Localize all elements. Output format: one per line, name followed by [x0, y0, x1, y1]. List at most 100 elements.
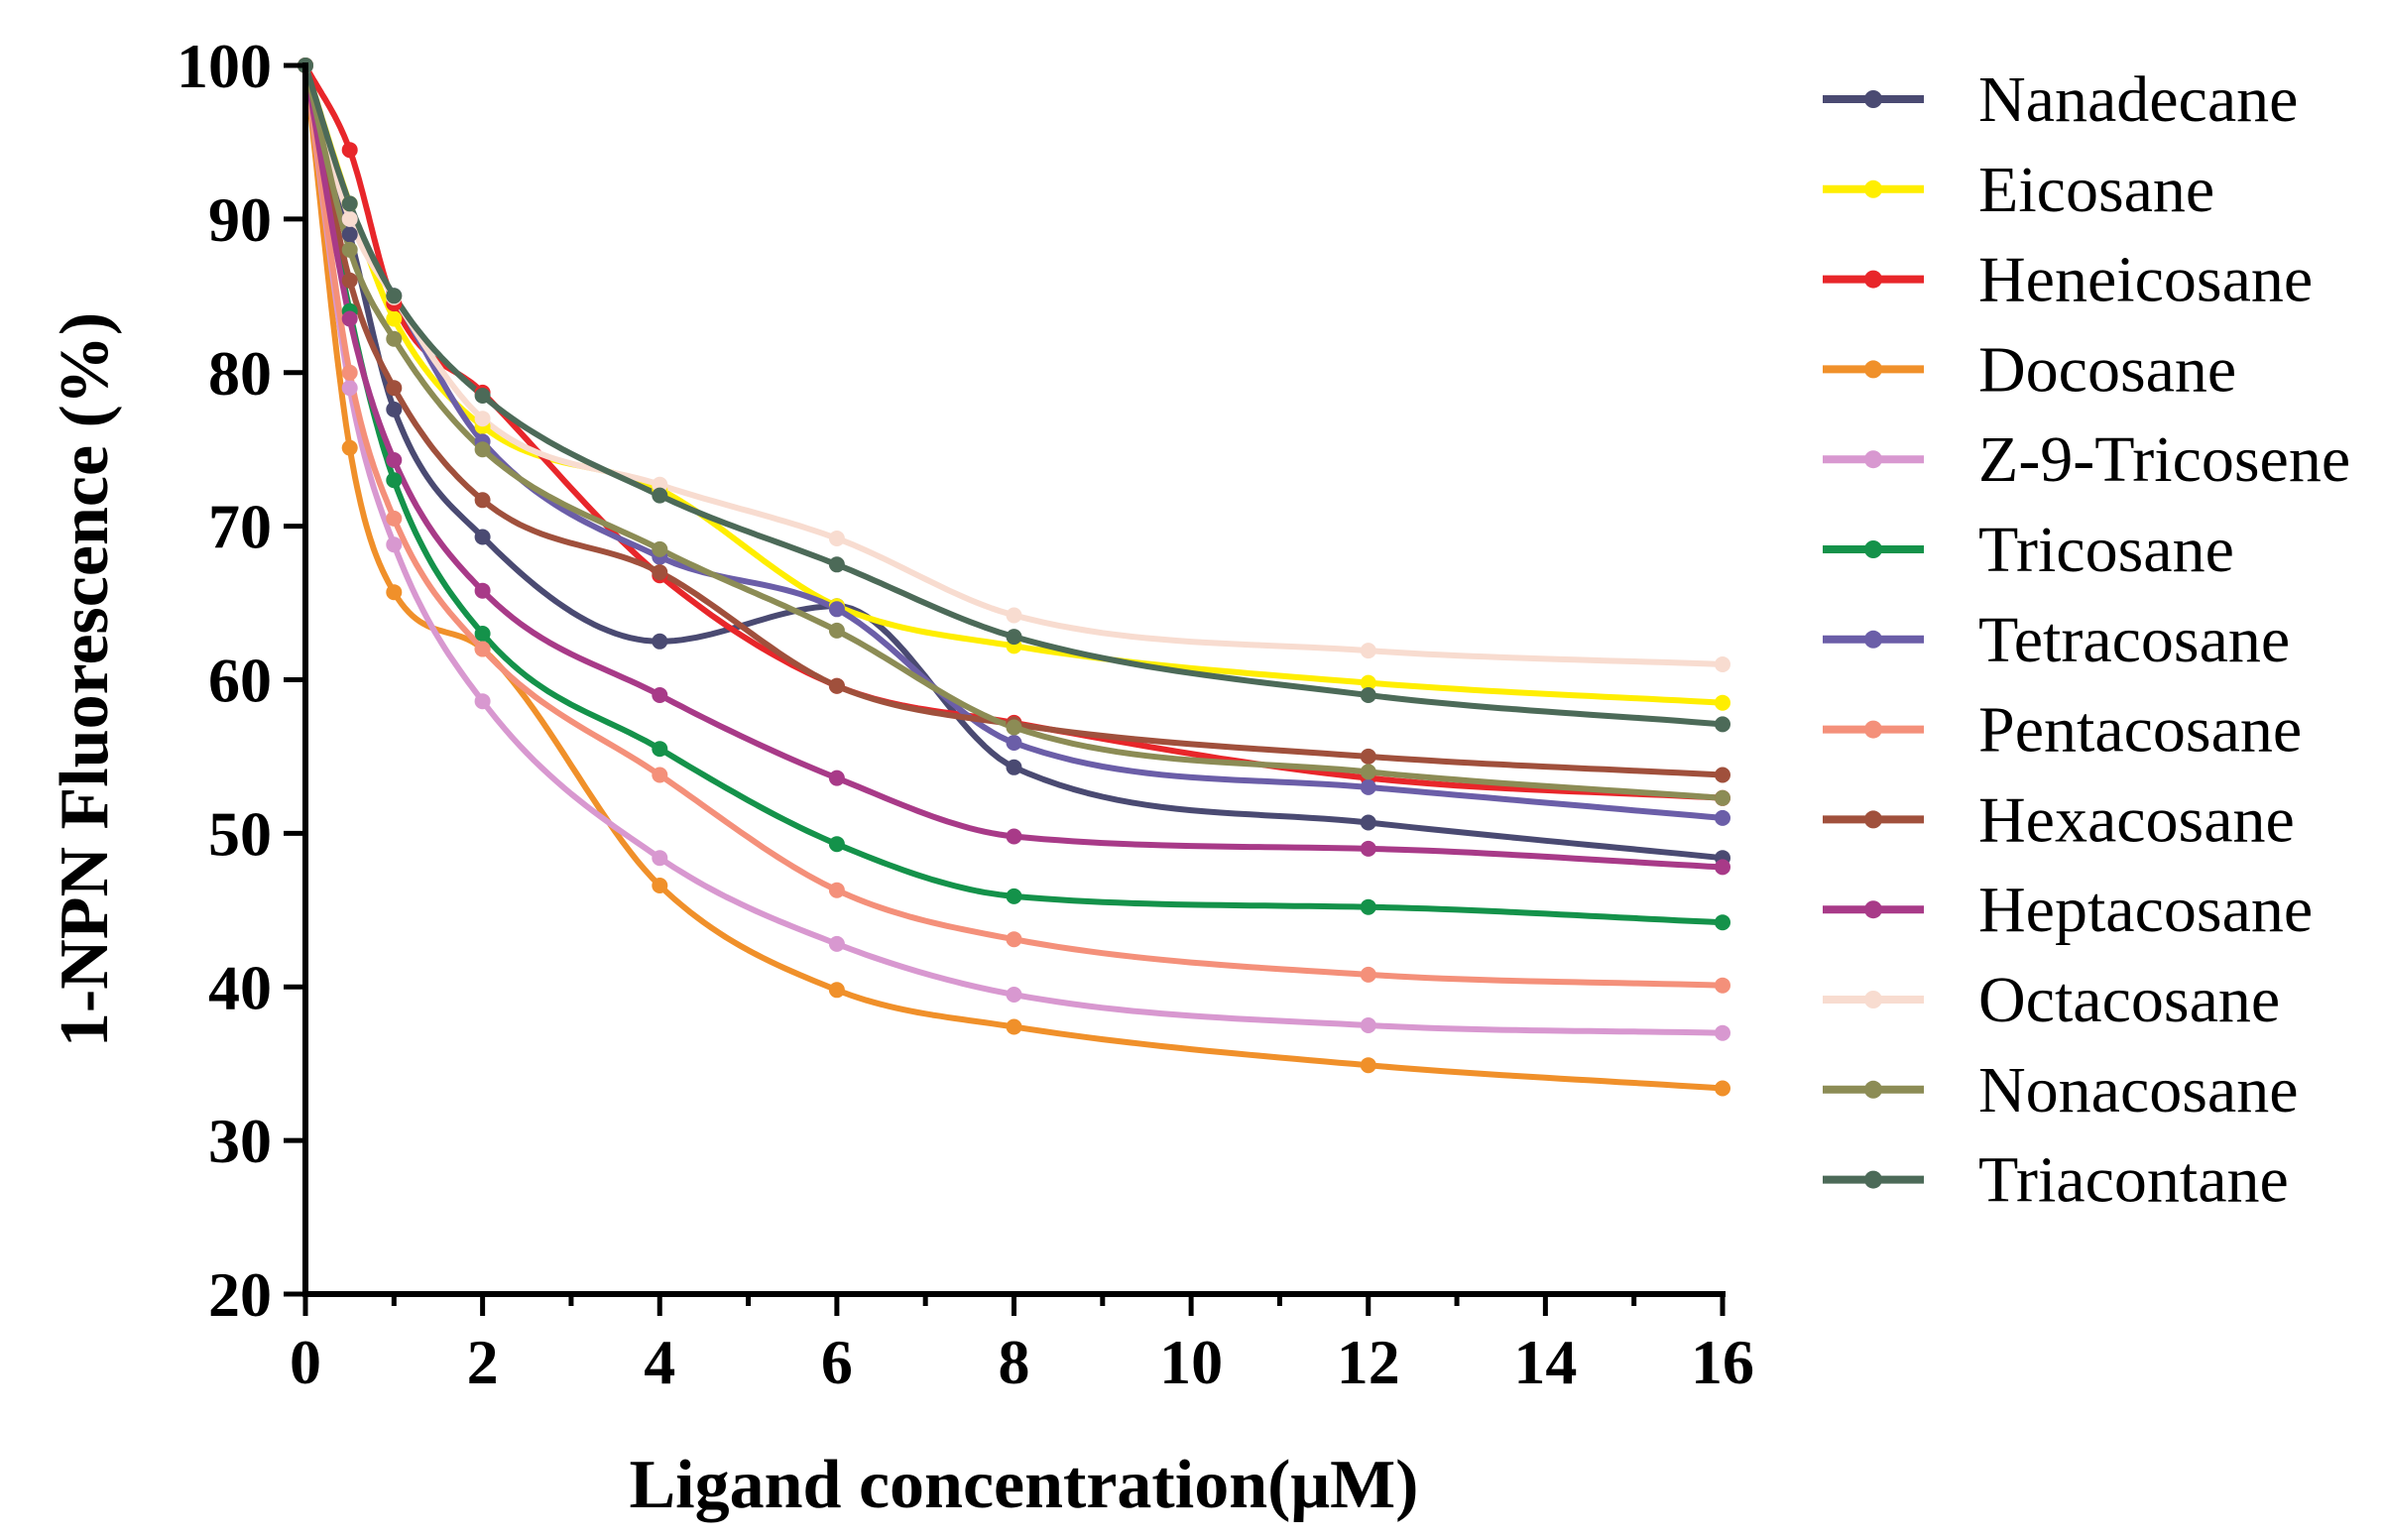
data-point-s5-3: [386, 536, 403, 553]
data-point-s9-6: [828, 677, 845, 694]
legend-label-3: Heneicosane: [1978, 244, 2313, 316]
data-point-s7-9: [1715, 809, 1730, 826]
data-point-s13-4: [474, 388, 491, 404]
x-tick-label-10: 10: [1159, 1327, 1223, 1397]
data-point-s11-8: [1360, 643, 1376, 659]
data-point-s5-7: [1006, 987, 1022, 1003]
y-tick-label-60: 60: [208, 646, 272, 716]
x-tick-label-12: 12: [1337, 1327, 1400, 1397]
data-point-s2-9: [1715, 694, 1730, 711]
data-point-s9-9: [1715, 767, 1730, 783]
data-point-s4-8: [1360, 1057, 1376, 1074]
data-point-s12-6: [828, 622, 845, 639]
legend-marker-1: [1864, 90, 1882, 108]
y-tick-label-50: 50: [208, 798, 272, 869]
y-axis-title: 1-NPN Fluorescence (%): [47, 312, 123, 1047]
legend-entry-11: Octacosane: [1823, 964, 2280, 1036]
data-point-s5-5: [652, 850, 668, 867]
data-point-s10-4: [474, 582, 491, 599]
legend-marker-5: [1864, 450, 1882, 469]
legend-entry-13: Triacontane: [1823, 1144, 2289, 1217]
x-tick-label-16: 16: [1691, 1327, 1754, 1397]
legend-label-6: Tricosane: [1978, 514, 2234, 586]
data-point-s13-8: [1360, 687, 1376, 703]
data-point-s8-2: [341, 364, 358, 381]
data-point-s6-5: [652, 741, 668, 758]
legend-entry-1: Nanadecane: [1823, 63, 2298, 136]
data-point-s8-4: [474, 641, 491, 657]
data-point-s6-9: [1715, 914, 1730, 931]
legend-entry-2: Eicosane: [1823, 154, 2214, 226]
data-point-s4-7: [1006, 1018, 1022, 1035]
y-tick-label-40: 40: [208, 952, 272, 1022]
data-point-s2-8: [1360, 674, 1376, 691]
legend-marker-10: [1864, 900, 1882, 919]
legend-label-11: Octacosane: [1978, 964, 2280, 1036]
data-point-s12-2: [341, 241, 358, 258]
series-line-2: [302, 62, 1726, 706]
data-point-s13-3: [386, 288, 403, 304]
data-point-s12-9: [1715, 789, 1730, 806]
data-points: [298, 58, 1730, 1097]
legend-marker-13: [1864, 1170, 1882, 1189]
data-point-s4-9: [1715, 1080, 1730, 1097]
data-point-s1-8: [1360, 814, 1376, 831]
data-point-s10-5: [652, 687, 668, 703]
data-point-s1-7: [1006, 759, 1022, 775]
data-point-s5-4: [474, 693, 491, 710]
data-point-s6-4: [474, 626, 491, 642]
data-point-s11-2: [341, 210, 358, 227]
data-point-s6-8: [1360, 898, 1376, 915]
legend: Nanadecane Eicosane Heneicosane Docosane Z-9…: [1823, 63, 2350, 1217]
data-point-s3-2: [341, 142, 358, 159]
legend-label-8: Pentacosane: [1978, 694, 2302, 767]
legend-marker-3: [1864, 270, 1882, 289]
legend-entry-7: Tetracosane: [1823, 604, 2290, 676]
legend-label-4: Docosane: [1978, 333, 2236, 406]
y-tick-label-100: 100: [177, 31, 272, 101]
data-point-s10-8: [1360, 840, 1376, 857]
data-point-s12-3: [386, 330, 403, 347]
data-point-s5-8: [1360, 1017, 1376, 1033]
data-point-s2-3: [386, 310, 403, 327]
data-point-s4-5: [652, 878, 668, 893]
data-point-s4-2: [341, 439, 358, 456]
x-tick-label-8: 8: [999, 1327, 1030, 1397]
data-point-s8-3: [386, 510, 403, 527]
data-point-s9-4: [474, 492, 491, 509]
data-point-s1-2: [341, 226, 358, 243]
y-tick-label-20: 20: [208, 1259, 272, 1330]
x-tick-label-6: 6: [821, 1327, 853, 1397]
legend-entry-8: Pentacosane: [1823, 694, 2302, 767]
data-point-s9-2: [341, 272, 358, 289]
legend-marker-4: [1864, 360, 1882, 379]
data-point-s12-7: [1006, 719, 1022, 736]
legend-label-5: Z-9-Tricosene: [1978, 423, 2350, 496]
legend-marker-8: [1864, 720, 1882, 739]
data-point-s10-3: [386, 452, 403, 468]
data-point-s13-6: [828, 556, 845, 573]
legend-marker-7: [1864, 630, 1882, 649]
legend-entry-9: Hexacosane: [1823, 783, 2295, 856]
data-point-s1-5: [652, 633, 668, 650]
data-point-s7-7: [1006, 735, 1022, 751]
data-point-s13-7: [1006, 629, 1022, 646]
data-point-s12-5: [652, 540, 668, 557]
data-point-s6-6: [828, 836, 845, 853]
data-point-s6-7: [1006, 888, 1022, 904]
legend-label-9: Hexacosane: [1978, 783, 2295, 856]
data-point-s10-7: [1006, 828, 1022, 845]
legend-entry-10: Heptacosane: [1823, 874, 2313, 946]
y-tick-label-90: 90: [208, 184, 272, 255]
legend-marker-2: [1864, 179, 1882, 198]
legend-entry-4: Docosane: [1823, 333, 2236, 406]
legend-entry-5: Z-9-Tricosene: [1823, 423, 2350, 496]
legend-entry-12: Nonacosane: [1823, 1054, 2299, 1126]
data-point-s11-4: [474, 411, 491, 427]
legend-label-13: Triacontane: [1978, 1144, 2289, 1217]
y-tick-label-30: 30: [208, 1106, 272, 1176]
data-point-s1-3: [386, 401, 403, 417]
series-line-5: [302, 62, 1726, 1036]
legend-label-12: Nonacosane: [1978, 1054, 2299, 1126]
